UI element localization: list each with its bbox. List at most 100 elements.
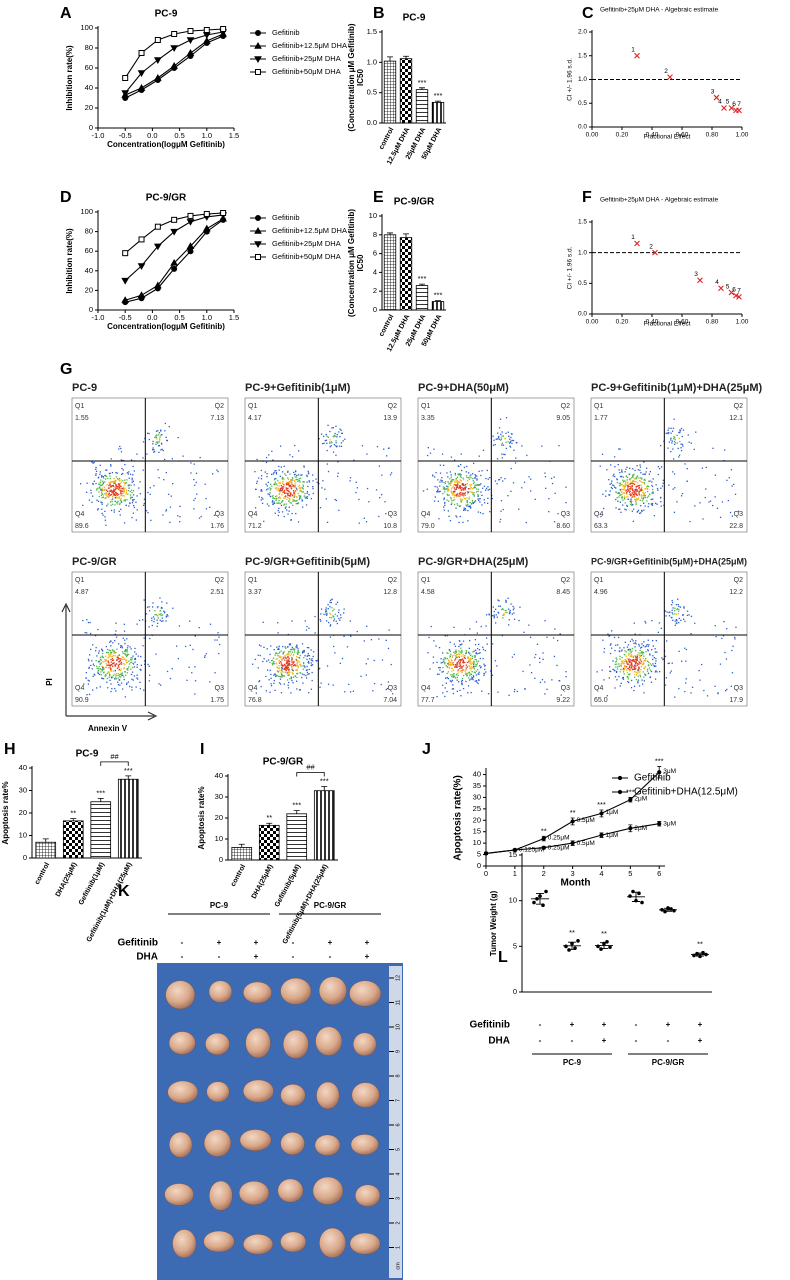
point — [605, 939, 609, 944]
event-dot — [466, 674, 468, 677]
event-dot — [296, 647, 298, 649]
event-dot — [638, 491, 640, 493]
event-dot — [447, 481, 449, 483]
event-dot — [678, 687, 680, 690]
event-dot — [128, 484, 131, 486]
event-dot — [699, 679, 701, 681]
event-dot — [619, 448, 621, 450]
x-tick-label: 0.0 — [147, 131, 157, 140]
event-dot — [481, 690, 483, 692]
event-dot — [529, 664, 531, 666]
event-dot — [450, 480, 452, 482]
event-dot — [278, 465, 280, 468]
event-dot — [121, 645, 123, 647]
event-dot — [473, 486, 476, 488]
event-dot — [680, 619, 682, 621]
bar — [313, 790, 335, 861]
event-dot — [494, 480, 497, 482]
event-dot — [678, 605, 680, 608]
event-dot — [465, 668, 468, 671]
event-dot — [485, 477, 487, 480]
event-dot — [447, 510, 449, 512]
event-dot — [138, 619, 141, 622]
event-dot — [616, 479, 618, 481]
x-tick-label: 0.40 — [646, 132, 659, 139]
event-dot — [460, 476, 462, 479]
point — [628, 894, 632, 898]
event-dot — [162, 620, 164, 622]
event-dot — [640, 488, 642, 490]
event-dot — [626, 676, 628, 678]
event-dot — [497, 691, 499, 693]
event-dot — [158, 451, 160, 453]
event-dot — [443, 660, 445, 663]
event-dot — [287, 471, 289, 473]
event-dot — [97, 628, 99, 631]
plot-frame — [417, 571, 575, 707]
event-dot — [636, 498, 638, 500]
x-tick-label: -0.5 — [119, 131, 132, 140]
event-dot — [451, 502, 453, 504]
event-dot — [165, 510, 167, 512]
event-dot — [260, 489, 263, 491]
x-tick-label: 0.60 — [676, 132, 689, 139]
event-dot — [632, 504, 634, 506]
event-dot — [287, 656, 289, 658]
event-dot — [112, 485, 115, 487]
event-dot — [644, 646, 646, 648]
event-dot — [110, 653, 113, 655]
event-dot — [212, 473, 214, 475]
event-dot — [625, 509, 627, 511]
comparison-label: ## — [306, 762, 315, 771]
event-dot — [467, 520, 469, 522]
error-bar — [419, 87, 425, 90]
point — [576, 939, 580, 943]
event-dot — [475, 649, 477, 651]
event-dot — [454, 494, 456, 496]
event-dot — [290, 692, 292, 694]
event-dot — [546, 636, 548, 638]
event-dot — [478, 673, 480, 675]
event-dot — [622, 661, 624, 663]
event-dot — [290, 493, 292, 495]
event-dot — [348, 683, 350, 686]
y-tick-label: 0 — [513, 987, 517, 996]
event-dot — [80, 483, 82, 485]
event-dot — [435, 645, 437, 647]
event-dot — [299, 489, 301, 492]
event-dot — [628, 479, 631, 481]
event-dot — [276, 670, 279, 672]
point-label: 0.5μM — [577, 840, 595, 847]
event-dot — [454, 650, 457, 653]
event-dot — [321, 487, 323, 489]
event-dot — [636, 672, 638, 674]
event-dot — [286, 679, 289, 681]
event-dot — [153, 618, 156, 620]
event-dot — [469, 487, 471, 490]
event-dot — [302, 682, 304, 684]
event-dot — [553, 655, 556, 658]
event-dot — [335, 425, 337, 427]
event-dot — [444, 504, 446, 506]
event-dot — [458, 481, 460, 483]
x-tick-label: 2 — [542, 869, 546, 878]
event-dot — [376, 446, 379, 448]
event-dot — [659, 468, 661, 470]
event-dot — [136, 674, 138, 676]
event-dot — [449, 664, 451, 666]
event-dot — [189, 620, 191, 622]
event-dot — [336, 601, 339, 603]
event-dot — [466, 475, 468, 477]
event-dot — [628, 648, 631, 650]
event-dot — [480, 483, 482, 485]
event-dot — [501, 444, 503, 446]
event-dot — [672, 619, 674, 621]
event-dot — [293, 471, 295, 473]
event-dot — [274, 498, 276, 500]
event-dot — [622, 479, 624, 481]
event-dot — [286, 509, 288, 511]
event-dot — [459, 493, 461, 495]
event-dot — [109, 484, 111, 486]
event-dot — [124, 671, 126, 673]
